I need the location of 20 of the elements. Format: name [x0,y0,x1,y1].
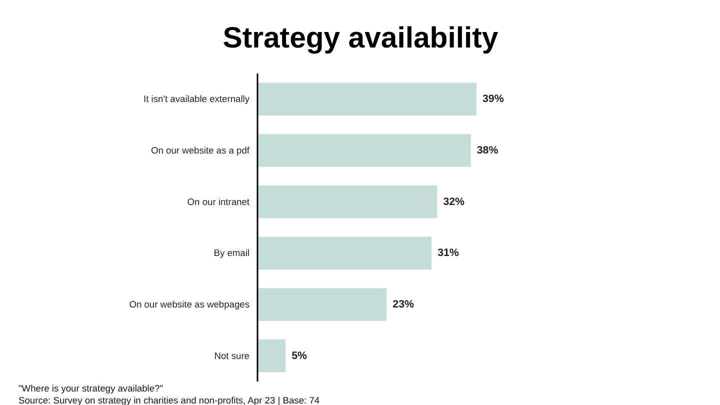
data-label: 39% [482,93,504,106]
bar [258,134,471,167]
data-label: 5% [292,350,308,362]
bar [258,236,432,270]
y-tick-label: By email [214,248,250,258]
data-label: 38% [476,144,499,156]
y-tick-label: On our website as webpages [129,300,250,310]
y-tick-label: On our website as a pdf [150,146,250,156]
bar [258,288,387,321]
text: "Where is your strategy available?" [18,384,164,394]
data-label: 23% [392,298,415,310]
data-label: 32% [443,196,466,208]
chart-title: Strategy availability [222,22,499,54]
y-tick-label: It isn't available externally [144,94,250,104]
bar [258,185,438,218]
y-tick-label: Not sure [214,350,250,361]
bar [258,82,476,116]
y-tick-label: On our intranet [187,196,250,207]
data-label: 31% [438,247,460,260]
bar [258,339,286,372]
